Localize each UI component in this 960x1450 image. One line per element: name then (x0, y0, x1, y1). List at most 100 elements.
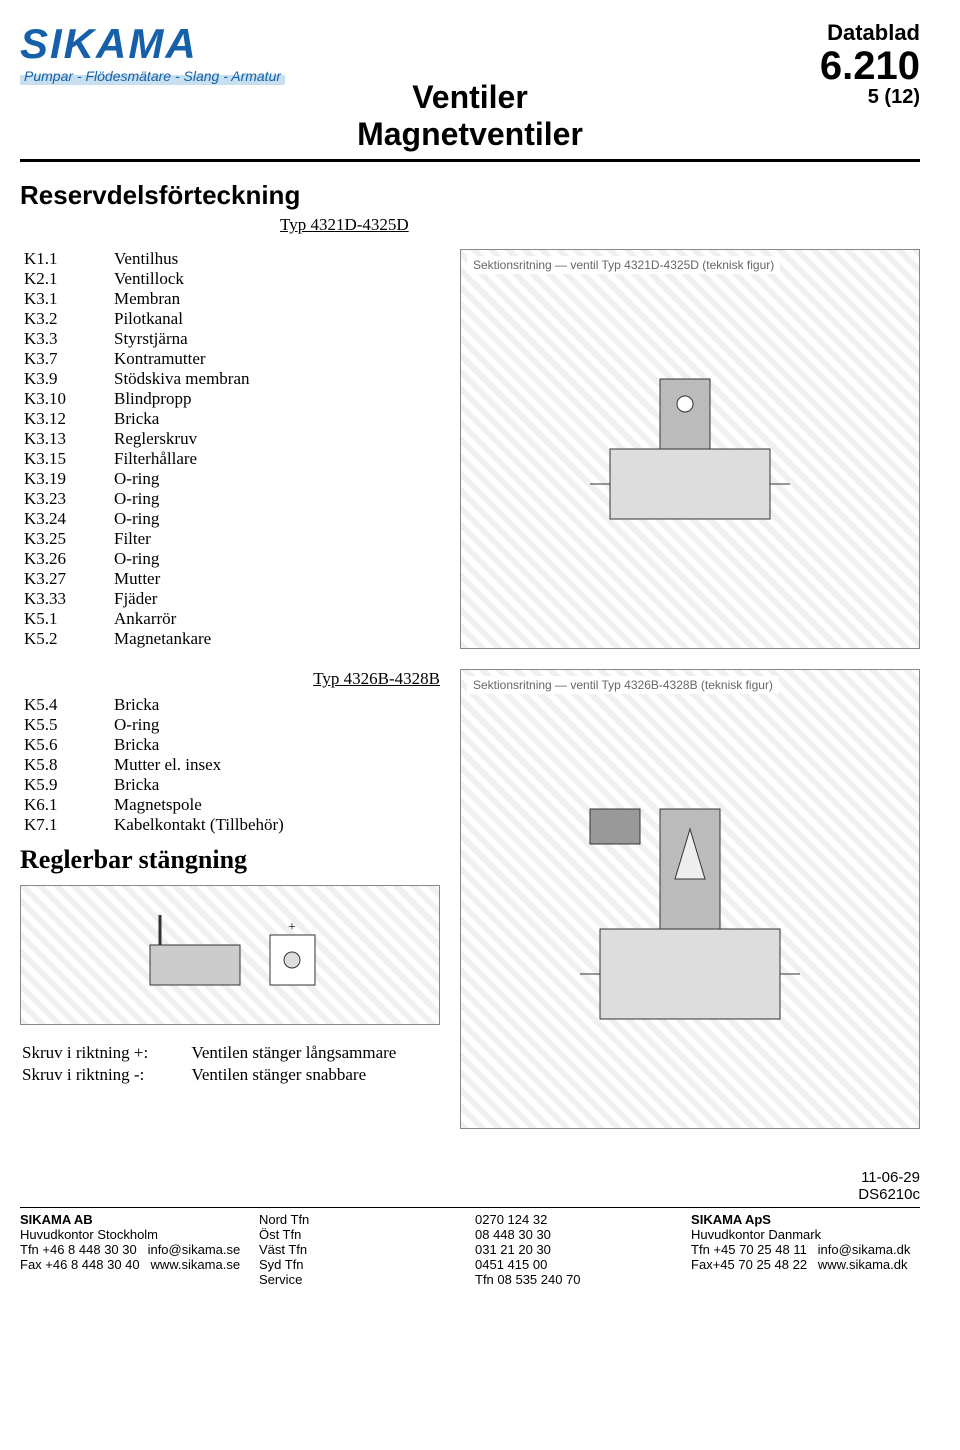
parts-col-2: Typ 4326B-4328B K5.4BrickaK5.5O-ringK5.6… (20, 669, 440, 1129)
part-code: K5.6 (20, 735, 110, 755)
table-row: K3.26O-ring (20, 549, 440, 569)
part-desc: Bricka (110, 775, 440, 795)
f1-web: www.sikama.se (150, 1257, 240, 1272)
table-row: K3.12Bricka (20, 409, 440, 429)
part-desc: Ventilhus (110, 249, 440, 269)
table-row: K3.24O-ring (20, 509, 440, 529)
part-desc: Styrstjärna (110, 329, 440, 349)
part-code: K3.27 (20, 569, 110, 589)
part-desc: O-ring (110, 549, 440, 569)
f2-r1: Nord Tfn (259, 1212, 465, 1227)
part-desc: Magnetankare (110, 629, 440, 649)
screw-label: Skruv i riktning -: (22, 1065, 189, 1085)
part-code: K1.1 (20, 249, 110, 269)
part-code: K5.4 (20, 695, 110, 715)
part-desc: Stödskiva membran (110, 369, 440, 389)
part-desc: Pilotkanal (110, 309, 440, 329)
table-row: K3.7Kontramutter (20, 349, 440, 369)
drawing-2-caption: Sektionsritning — ventil Typ 4326B-4328B… (467, 676, 779, 694)
f3-r1: 0270 124 32 (475, 1212, 681, 1227)
part-code: K2.1 (20, 269, 110, 289)
part-desc: Membran (110, 289, 440, 309)
footer-col-1: SIKAMA AB Huvudkontor Stockholm Tfn +46 … (20, 1212, 249, 1287)
table-row: K3.15Filterhållare (20, 449, 440, 469)
f2-r4: Syd Tfn (259, 1257, 465, 1272)
table-row: K5.1Ankarrör (20, 609, 440, 629)
part-code: K6.1 (20, 795, 110, 815)
part-code: K3.12 (20, 409, 110, 429)
table-row: K3.13Reglerskruv (20, 429, 440, 449)
table-row: K5.4Bricka (20, 695, 440, 715)
table-row: K6.1Magnetspole (20, 795, 440, 815)
table-row: Skruv i riktning -:Ventilen stänger snab… (22, 1065, 438, 1085)
doc-meta-label: Datablad (820, 20, 920, 46)
content-row-2: Typ 4326B-4328B K5.4BrickaK5.5O-ringK5.6… (20, 669, 920, 1129)
f1-mail: info@sikama.se (148, 1242, 241, 1257)
table-row: K3.9Stödskiva membran (20, 369, 440, 389)
footer-col-3: 0270 124 32 08 448 30 30 031 21 20 30 04… (475, 1212, 681, 1287)
f2-r5: Service (259, 1272, 465, 1287)
part-desc: Magnetspole (110, 795, 440, 815)
screw-desc: Ventilen stänger långsammare (191, 1043, 438, 1063)
part-desc: O-ring (110, 509, 440, 529)
table-row: K3.33Fjäder (20, 589, 440, 609)
part-desc: Bricka (110, 409, 440, 429)
title-block: Ventiler Magnetventiler (20, 79, 920, 153)
valve-diagram-icon (580, 349, 800, 549)
f3-r2: 08 448 30 30 (475, 1227, 681, 1242)
table-row: K5.5O-ring (20, 715, 440, 735)
f4-fax: Fax+45 70 25 48 22 (691, 1257, 807, 1272)
part-code: K3.15 (20, 449, 110, 469)
valve-diagram-2-icon (560, 749, 820, 1049)
part-code: K3.13 (20, 429, 110, 449)
f3-r5: Tfn 08 535 240 70 (475, 1272, 681, 1287)
table-row: K5.6Bricka (20, 735, 440, 755)
part-code: K5.9 (20, 775, 110, 795)
table-row: K3.3Styrstjärna (20, 329, 440, 349)
adjust-figure: + (20, 885, 440, 1025)
subtype2: Typ 4326B-4328B (20, 669, 440, 689)
part-code: K3.2 (20, 309, 110, 329)
part-desc: O-ring (110, 715, 440, 735)
subtype1: Typ 4321D-4325D (280, 215, 920, 235)
table-row: Skruv i riktning +:Ventilen stänger lång… (22, 1043, 438, 1063)
part-desc: Mutter (110, 569, 440, 589)
part-desc: Blindpropp (110, 389, 440, 409)
part-desc: Ankarrör (110, 609, 440, 629)
part-desc: Ventillock (110, 269, 440, 289)
f3-r3: 031 21 20 30 (475, 1242, 681, 1257)
footer-date: 11-06-29 (861, 1169, 920, 1186)
screw-table: Skruv i riktning +:Ventilen stänger lång… (20, 1041, 440, 1087)
f1-tel: Tfn +46 8 448 30 30 (20, 1242, 137, 1257)
part-desc: O-ring (110, 469, 440, 489)
part-code: K7.1 (20, 815, 110, 835)
f4-company: SIKAMA ApS (691, 1212, 771, 1227)
title-line2: Magnetventiler (20, 116, 920, 153)
part-desc: O-ring (110, 489, 440, 509)
f4-addr: Huvudkontor Danmark (691, 1227, 920, 1242)
footer-date-block: 11-06-29 DS6210c (20, 1169, 920, 1203)
table-row: K3.23O-ring (20, 489, 440, 509)
logo-block: SIKAMA Pumpar - Flödesmätare - Slang - A… (20, 20, 360, 86)
f4-tel: Tfn +45 70 25 48 11 (691, 1242, 807, 1257)
content-row-1: K1.1VentilhusK2.1VentillockK3.1MembranK3… (20, 249, 920, 649)
part-code: K5.8 (20, 755, 110, 775)
part-code: K3.3 (20, 329, 110, 349)
table-row: K3.10Blindpropp (20, 389, 440, 409)
table-row: K3.25Filter (20, 529, 440, 549)
table-row: K3.19O-ring (20, 469, 440, 489)
doc-meta-page: 5 (12) (820, 86, 920, 109)
part-desc: Reglerskruv (110, 429, 440, 449)
f2-r2: Öst Tfn (259, 1227, 465, 1242)
table-row: K1.1Ventilhus (20, 249, 440, 269)
part-desc: Mutter el. insex (110, 755, 440, 775)
part-desc: Filterhållare (110, 449, 440, 469)
part-code: K3.9 (20, 369, 110, 389)
f4-web: www.sikama.dk (818, 1257, 908, 1272)
part-code: K3.24 (20, 509, 110, 529)
table-row: K7.1Kabelkontakt (Tillbehör) (20, 815, 440, 835)
f3-r4: 0451 415 00 (475, 1257, 681, 1272)
footer-columns: SIKAMA AB Huvudkontor Stockholm Tfn +46 … (20, 1212, 920, 1287)
part-desc: Bricka (110, 735, 440, 755)
table-row: K5.2Magnetankare (20, 629, 440, 649)
